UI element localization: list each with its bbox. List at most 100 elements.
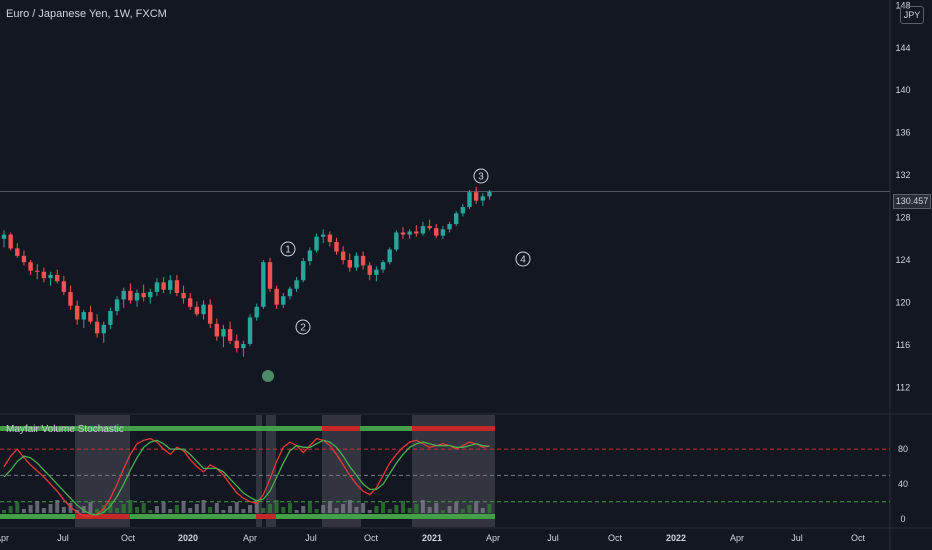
wave-label: 1 <box>285 245 291 256</box>
time-tick-label: Apr <box>730 533 744 543</box>
stochastic-shaded-zone <box>256 415 262 527</box>
candle-body <box>254 306 259 318</box>
price-tick-label: 140 <box>895 85 910 95</box>
time-tick-label: Apr <box>0 533 9 543</box>
volume-bar <box>135 507 139 513</box>
time-tick-label: 2021 <box>422 533 442 543</box>
candle-body <box>473 192 479 201</box>
time-tick-label: Jul <box>57 533 69 543</box>
candle-body <box>21 255 27 263</box>
volume-bar <box>28 505 33 513</box>
wave-label: 3 <box>478 172 484 183</box>
candle-body <box>207 304 213 324</box>
candle-body <box>214 323 219 337</box>
candle-body <box>374 269 379 275</box>
price-tick-label: 116 <box>896 340 910 350</box>
candle-body <box>61 281 67 292</box>
candle-body <box>367 265 372 275</box>
volume-bar <box>281 507 286 513</box>
volume-bar <box>327 501 332 513</box>
volume-bar <box>294 510 299 513</box>
candle-body <box>387 249 392 263</box>
candle-body <box>35 270 40 272</box>
candle-body <box>321 234 326 237</box>
candle-body <box>168 280 173 290</box>
candle-body <box>128 290 133 301</box>
volume-bar <box>440 510 445 513</box>
candle-body <box>340 251 346 261</box>
stochastic-shaded-zone <box>266 415 276 527</box>
volume-bar <box>108 501 113 513</box>
volume-bar <box>454 502 459 513</box>
candle-body <box>347 260 352 268</box>
volume-bar <box>21 509 26 513</box>
volume-bar <box>234 502 239 513</box>
candle-body <box>414 231 419 234</box>
volume-bar <box>467 505 472 513</box>
candle-body <box>1 234 7 239</box>
volume-bar <box>254 501 259 513</box>
candle-body <box>301 261 306 281</box>
candle-body <box>221 329 226 337</box>
indicator-tick-label: 80 <box>898 444 908 454</box>
time-tick-label: Oct <box>121 533 136 543</box>
candle-body <box>134 292 140 301</box>
volume-bar <box>2 510 6 513</box>
volume-bar <box>115 508 120 513</box>
volume-bar <box>168 509 173 513</box>
candle-body <box>247 317 253 344</box>
volume-bar <box>480 508 485 513</box>
candle-body <box>194 306 200 315</box>
wave-label: 2 <box>300 323 306 334</box>
volume-bar <box>474 501 479 513</box>
time-tick-label: 2020 <box>178 533 198 543</box>
volume-bar <box>321 505 326 513</box>
candle-body <box>74 305 80 320</box>
candle-body <box>327 234 333 243</box>
candle-body <box>287 288 293 297</box>
candle-body <box>154 282 160 292</box>
candle-body <box>440 229 446 236</box>
candle-body <box>48 274 53 279</box>
volume-bar <box>314 509 319 513</box>
candle-body <box>434 228 439 236</box>
currency-button[interactable]: JPY <box>900 6 924 24</box>
candle-body <box>427 226 432 229</box>
wave-label-circle <box>473 168 489 184</box>
volume-bar <box>174 505 179 513</box>
low-marker-dot <box>262 370 274 382</box>
candle-body <box>141 292 146 298</box>
volume-bar <box>420 500 425 513</box>
symbol-title: Euro / Japanese Yen, 1W, FXCM <box>6 8 167 20</box>
candle-body <box>15 248 20 256</box>
signal-band-top <box>322 426 360 431</box>
volume-bar <box>201 500 206 513</box>
volume-bar <box>121 504 126 513</box>
price-tick-label: 132 <box>895 170 910 180</box>
candle-body <box>274 288 279 305</box>
signal-band-bottom <box>75 514 130 519</box>
volume-bar <box>214 503 219 513</box>
volume-bar <box>354 507 359 513</box>
candle-body <box>487 191 492 197</box>
indicator-title: Mayfair Volume Stochastic <box>6 424 124 435</box>
volume-bar <box>407 508 412 513</box>
wave-label-circle <box>280 241 296 257</box>
volume-bar <box>128 500 133 513</box>
volume-bar <box>15 502 20 513</box>
volume-bar <box>241 509 246 513</box>
time-tick-label: Jul <box>547 533 559 543</box>
volume-bar <box>221 510 226 513</box>
candle-body <box>314 236 319 251</box>
candle-body <box>88 312 93 322</box>
candle-body <box>114 299 120 312</box>
volume-bar <box>228 506 233 513</box>
volume-bar <box>387 509 392 513</box>
candle-body <box>148 291 153 298</box>
candle-body <box>334 242 339 252</box>
candle-body <box>394 232 399 250</box>
candle-body <box>447 223 452 230</box>
candle-body <box>28 262 33 271</box>
volume-bar <box>434 503 439 513</box>
